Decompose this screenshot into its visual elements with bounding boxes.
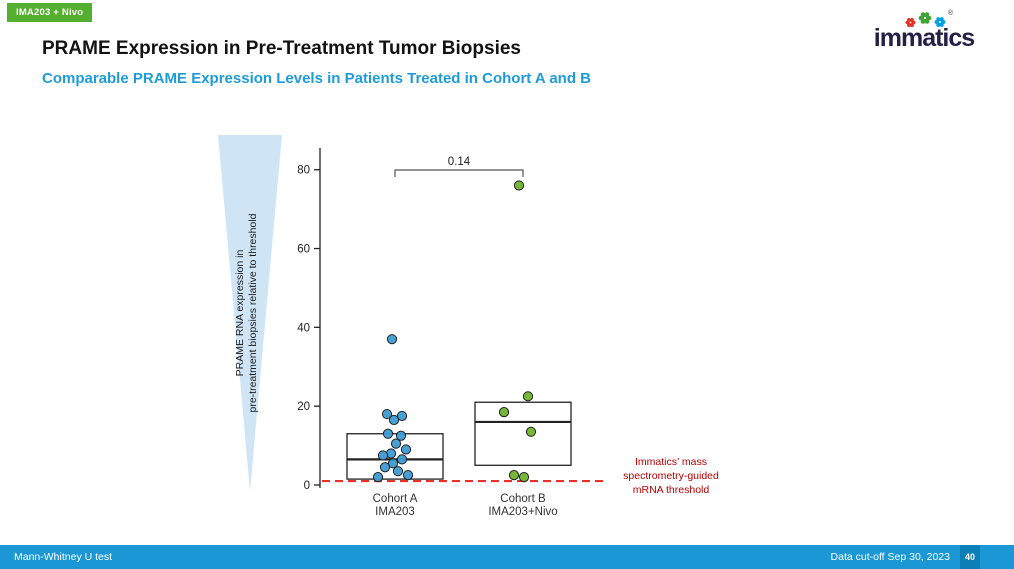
- slide-subtitle: Comparable PRAME Expression Levels in Pa…: [42, 70, 592, 87]
- cohort-tag: IMA203 + Nivo: [7, 3, 93, 22]
- registered-mark: ®: [947, 10, 954, 17]
- logo-wordmark: immatics: [873, 24, 975, 52]
- y-axis-label-line1: PRAME RNA expression in: [234, 249, 246, 377]
- threshold-annotation-line3: mRNA threshold: [632, 484, 710, 496]
- footer-bar: Mann-Whitney U test Data cut-off Sep 30,…: [0, 545, 1014, 569]
- svg-text:IMA203+Nivo: IMA203+Nivo: [488, 506, 557, 518]
- svg-text:60: 60: [297, 244, 310, 256]
- svg-text:Cohort B: Cohort B: [500, 493, 546, 505]
- svg-text:IMA203: IMA203: [375, 506, 415, 518]
- footer-right: Data cut-off Sep 30, 2023 40: [831, 545, 980, 569]
- logo-flower-green-icon: [918, 12, 932, 24]
- svg-text:0.14: 0.14: [448, 156, 471, 168]
- svg-text:80: 80: [297, 165, 310, 177]
- svg-text:0: 0: [304, 480, 310, 492]
- stat-test-note: Mann-Whitney U test: [14, 551, 113, 563]
- slide-title: PRAME Expression in Pre-Treatment Tumor …: [42, 38, 521, 59]
- immatics-logo: ® immatics: [868, 10, 980, 53]
- logo-flowers: ®: [878, 10, 980, 28]
- svg-text:20: 20: [297, 401, 310, 413]
- y-axis-label: PRAME RNA expression in pre-treatment bi…: [234, 131, 260, 495]
- data-cutoff: Data cut-off Sep 30, 2023: [830, 551, 950, 563]
- threshold-annotation-line2: spectrometry-guided: [623, 470, 719, 482]
- expression-gradient-triangle-icon: [218, 135, 282, 491]
- page-number: 40: [960, 545, 980, 569]
- threshold-annotation-line1: Immatics’ mass: [635, 456, 707, 468]
- threshold-annotation: Immatics’ mass spectrometry-guided mRNA …: [610, 455, 732, 497]
- svg-text:Cohort A: Cohort A: [373, 493, 418, 505]
- svg-text:40: 40: [297, 322, 310, 334]
- y-axis-label-line2: pre-treatment biopsies relative to thres…: [247, 213, 259, 413]
